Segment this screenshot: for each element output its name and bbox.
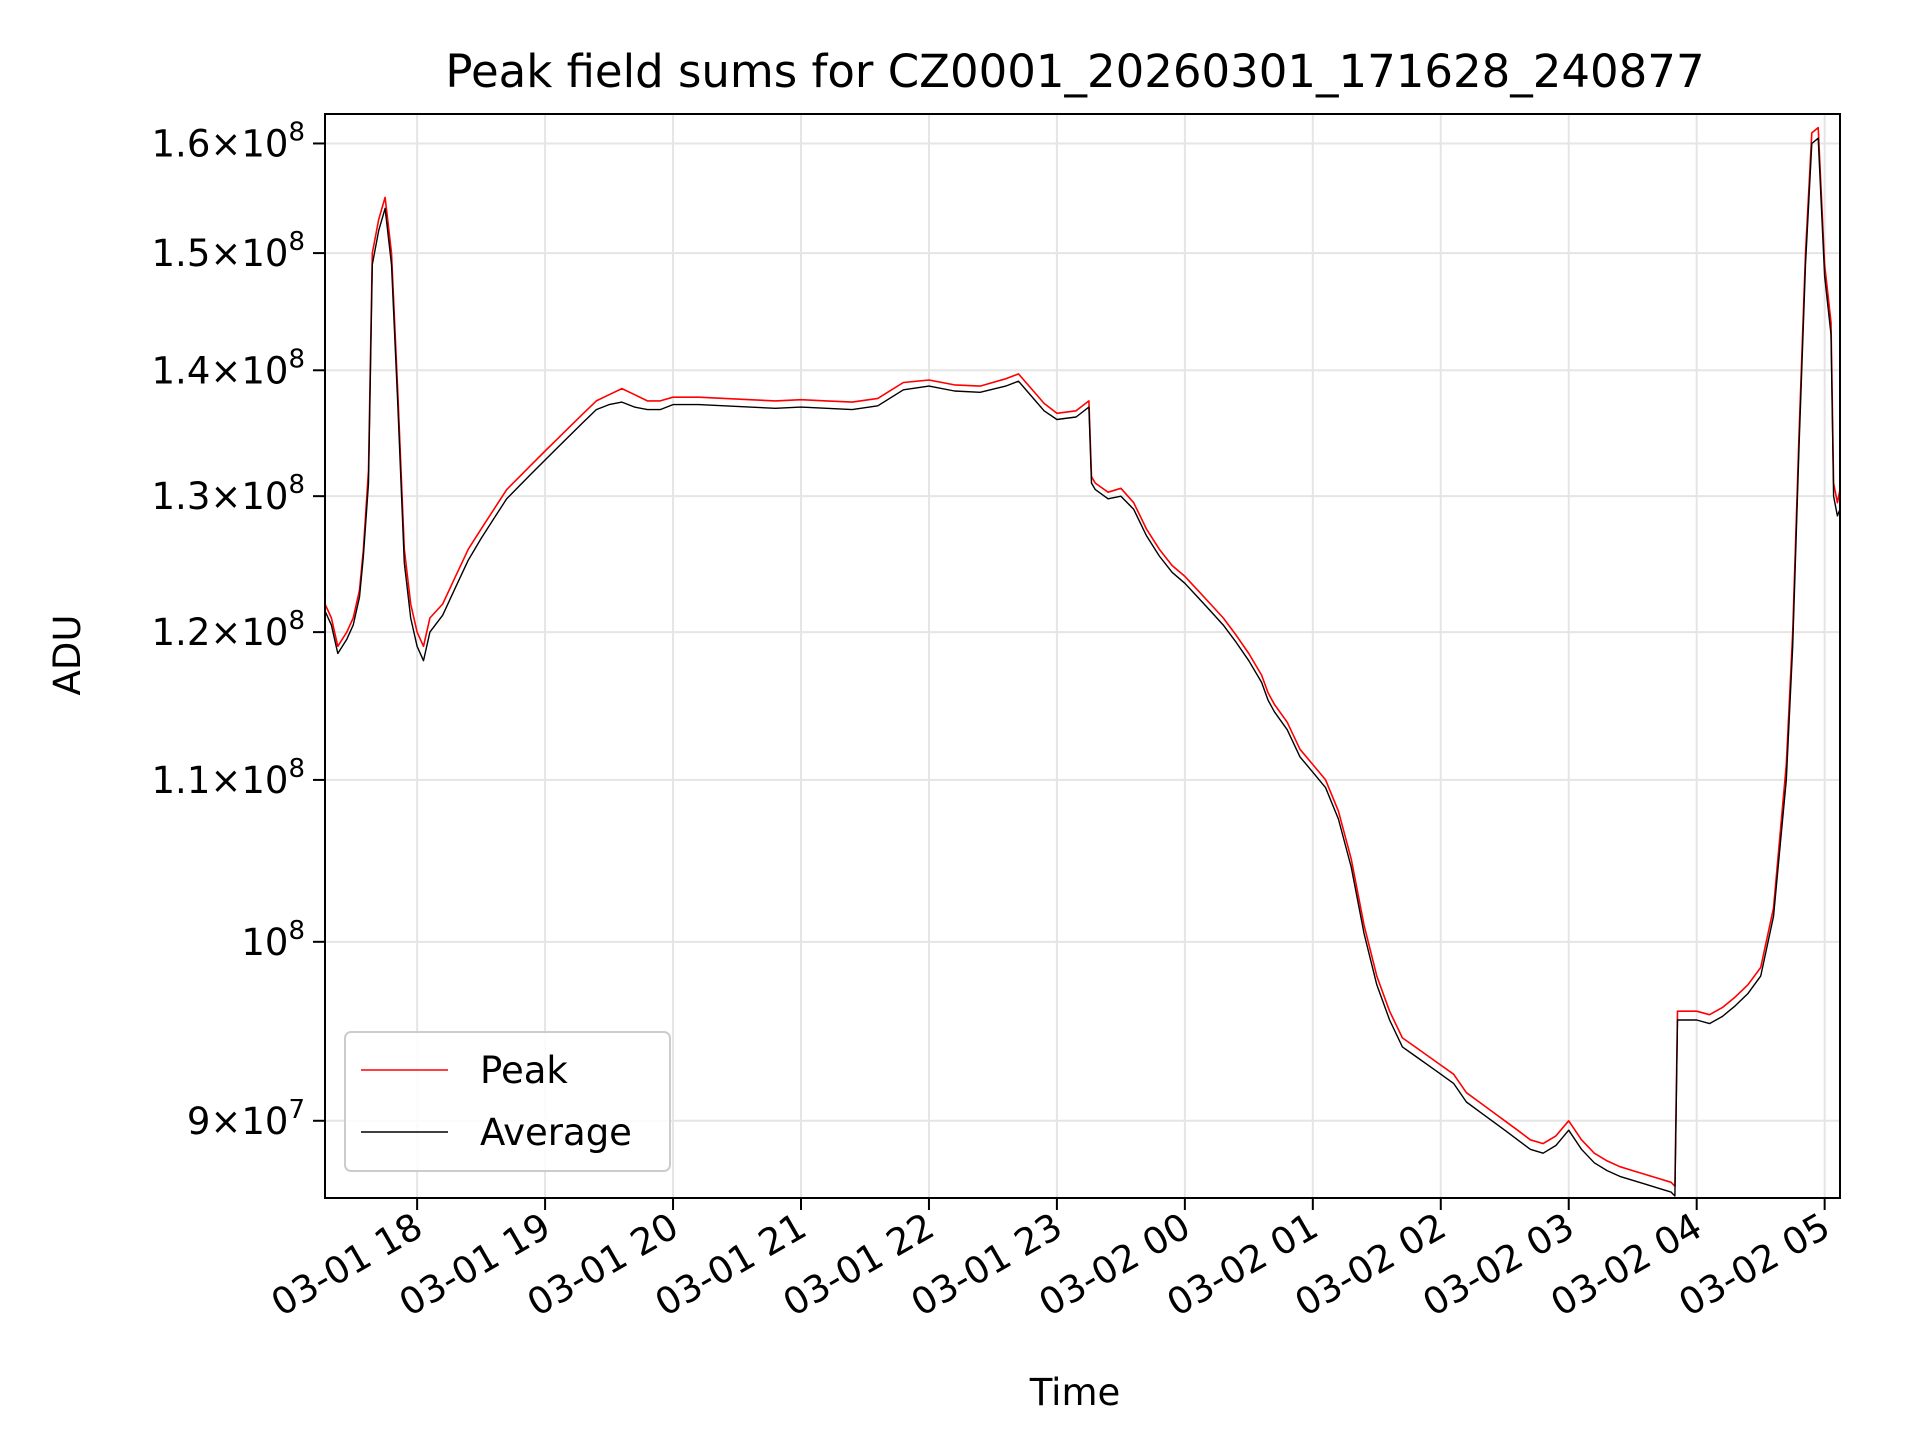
- plot-frame: [324, 113, 1841, 1199]
- chart-title: Peak field sums for CZ0001_20260301_1716…: [445, 45, 1704, 98]
- y-tick-label: 1.5×108: [152, 227, 305, 275]
- legend-label-peak: Peak: [480, 1049, 568, 1092]
- grid: [325, 114, 1840, 1198]
- y-tick-label: 1.6×108: [152, 117, 305, 165]
- plot-lines: [324, 126, 1841, 1197]
- y-tick-label: 1.1×108: [152, 754, 305, 802]
- y-tick-label: 1.2×108: [152, 606, 305, 654]
- y-tick-label: 1.3×108: [152, 470, 305, 518]
- y-axis-label: ADU: [46, 615, 89, 696]
- series-line-average: [324, 137, 1841, 1197]
- legend-box: [344, 1031, 671, 1172]
- legend: Peak Average: [344, 1031, 671, 1172]
- y-tick-label: 9×107: [187, 1095, 305, 1143]
- y-axis-ticks: 9×107 108 1.1×108 1.2×108 1.3×108 1.4×108 1.5×…: [152, 117, 325, 1143]
- y-tick-label: 1.4×108: [152, 344, 305, 392]
- y-tick-label: 108: [241, 916, 305, 964]
- legend-label-average: Average: [480, 1111, 632, 1154]
- x-axis-label: Time: [1029, 1371, 1121, 1414]
- series-line-peak: [324, 126, 1841, 1187]
